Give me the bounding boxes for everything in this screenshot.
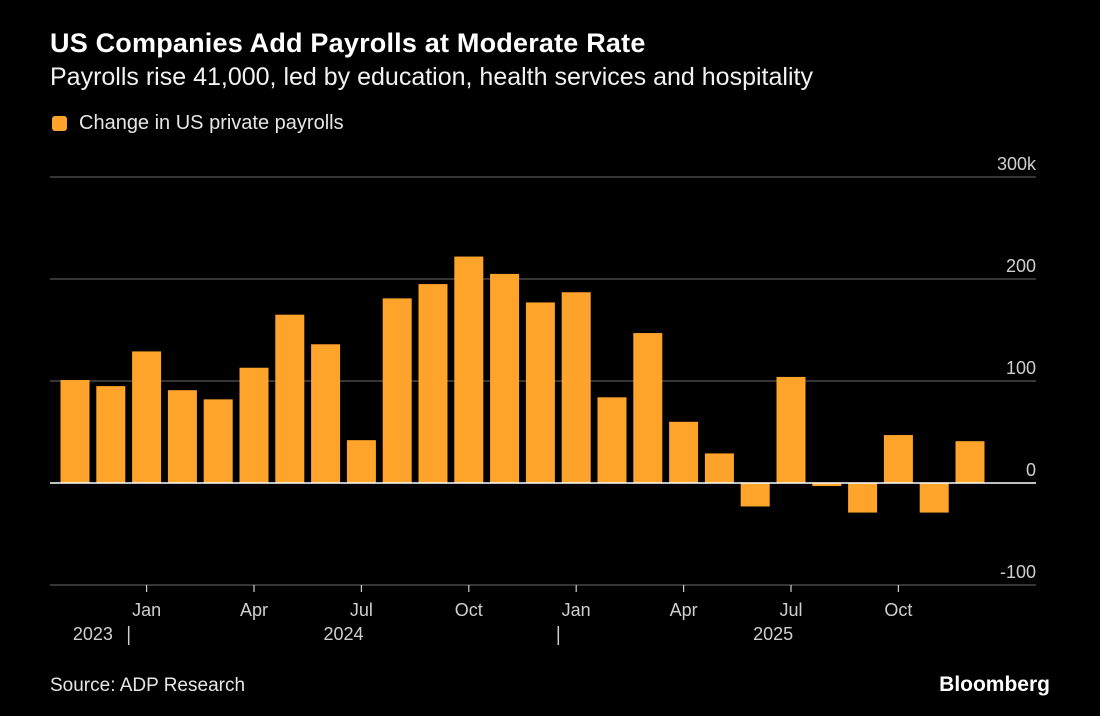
x-tick-label: Jul [779, 600, 802, 620]
source-note: Source: ADP Research [50, 675, 246, 696]
bar [776, 376, 806, 483]
y-tick-label: 200 [1006, 256, 1036, 276]
bar [132, 351, 162, 483]
bar [60, 379, 90, 483]
bar [597, 397, 627, 483]
y-tick-label: -100 [1000, 562, 1036, 582]
bar [704, 453, 734, 483]
bar [633, 333, 663, 483]
bar [203, 399, 233, 483]
bloomberg-logo: Bloomberg [939, 673, 1050, 696]
x-tick-label: Apr [670, 600, 698, 620]
year-label: 2025 [753, 624, 793, 644]
bar [919, 483, 949, 513]
bar [955, 441, 985, 483]
bar [167, 390, 197, 483]
bar [525, 302, 555, 483]
y-tick-label: 300k [997, 154, 1037, 174]
bar [275, 314, 305, 483]
bar [883, 435, 913, 483]
bar [418, 284, 448, 483]
x-tick-label: Jan [562, 600, 591, 620]
bar [382, 298, 412, 483]
x-tick-label: Jul [350, 600, 373, 620]
bar [561, 292, 591, 483]
y-tick-label: 100 [1006, 358, 1036, 378]
y-tick-label: 0 [1026, 460, 1036, 480]
bar [740, 483, 770, 507]
x-tick-label: Oct [884, 600, 912, 620]
x-tick-label: Oct [455, 600, 483, 620]
bar [454, 256, 484, 483]
year-label: 2024 [323, 624, 363, 644]
x-tick-label: Apr [240, 600, 268, 620]
bar [848, 483, 878, 513]
legend-swatch [52, 116, 67, 131]
chart-title: US Companies Add Payrolls at Moderate Ra… [50, 28, 646, 58]
chart-legend: Change in US private payrolls [52, 112, 344, 135]
bar [311, 344, 341, 483]
year-label: 2023 [73, 624, 113, 644]
bar [346, 440, 376, 483]
bar [669, 421, 699, 483]
bar [239, 367, 269, 483]
bar [490, 273, 520, 483]
legend-label: Change in US private payrolls [79, 112, 344, 134]
bar [96, 386, 126, 483]
x-tick-label: Jan [132, 600, 161, 620]
chart-subtitle: Payrolls rise 41,000, led by education, … [50, 63, 813, 91]
bar [812, 483, 842, 487]
